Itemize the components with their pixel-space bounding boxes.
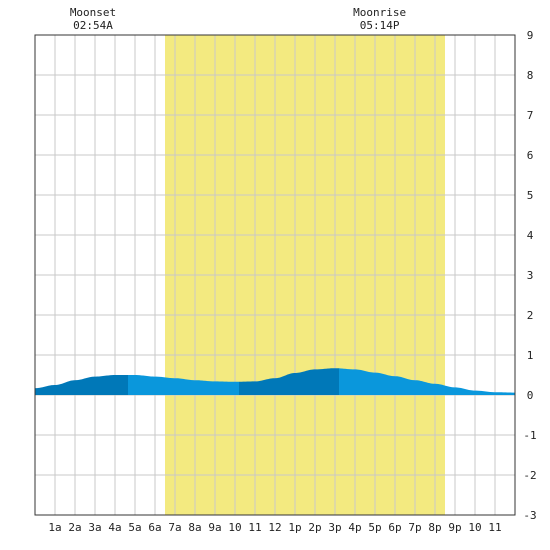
x-tick-label: 9a <box>208 521 221 534</box>
x-tick-label: 3p <box>328 521 341 534</box>
y-tick-label: -3 <box>523 509 536 522</box>
x-tick-label: 8p <box>428 521 441 534</box>
plot-frame <box>34 34 516 516</box>
x-tick-label: 11 <box>488 521 501 534</box>
x-tick-label: 6p <box>388 521 401 534</box>
x-tick-label: 1p <box>288 521 301 534</box>
x-tick-label: 2p <box>308 521 321 534</box>
x-tick-label: 1a <box>48 521 61 534</box>
x-tick-label: 12 <box>268 521 281 534</box>
y-tick-label: -1 <box>523 429 536 442</box>
x-tick-label: 5a <box>128 521 141 534</box>
moon-event-time: 02:54A <box>73 19 113 32</box>
y-tick-label: 2 <box>527 309 534 322</box>
x-tick-label: 4p <box>348 521 361 534</box>
y-tick-label: 0 <box>527 389 534 402</box>
y-tick-label: 6 <box>527 149 534 162</box>
x-tick-label: 5p <box>368 521 381 534</box>
x-tick-label: 10 <box>228 521 241 534</box>
y-tick-label: 3 <box>527 269 534 282</box>
x-tick-label: 8a <box>188 521 201 534</box>
x-tick-labels: 1a 2a 3a 4a 5a 6a 7a 8a 9a 10 11 12 1p 2p 3p 4p 5p 6p 7p 8p… <box>48 521 501 534</box>
x-tick-label: 3a <box>88 521 101 534</box>
x-tick-label: 6a <box>148 521 161 534</box>
x-tick-label: 9p <box>448 521 461 534</box>
x-tick-label: 7a <box>168 521 181 534</box>
moon-event-name: Moonrise <box>353 6 406 19</box>
tide-area-falling <box>128 375 239 395</box>
tide-area-falling <box>339 368 515 395</box>
y-tick-label: 8 <box>527 69 534 82</box>
tide-area-layer <box>35 368 515 395</box>
y-tick-label: 5 <box>527 189 534 202</box>
x-tick-label: 11 <box>248 521 261 534</box>
tide-area-rising <box>239 368 339 395</box>
y-tick-label: -2 <box>523 469 536 482</box>
x-tick-label: 7p <box>408 521 421 534</box>
y-tick-label: 1 <box>527 349 534 362</box>
tide-area-rising <box>35 375 128 395</box>
x-tick-label: 4a <box>108 521 121 534</box>
moon-event-name: Moonset <box>70 6 116 19</box>
x-tick-label: 2a <box>68 521 81 534</box>
x-tick-label: 10 <box>468 521 481 534</box>
y-tick-label: 7 <box>527 109 534 122</box>
y-tick-label: 9 <box>527 29 534 42</box>
y-tick-labels: 9 8 7 6 5 4 3 2 1 0 -1 -2 -3 <box>523 29 536 522</box>
moon-event-time: 05:14P <box>360 19 400 32</box>
y-tick-label: 4 <box>527 229 534 242</box>
